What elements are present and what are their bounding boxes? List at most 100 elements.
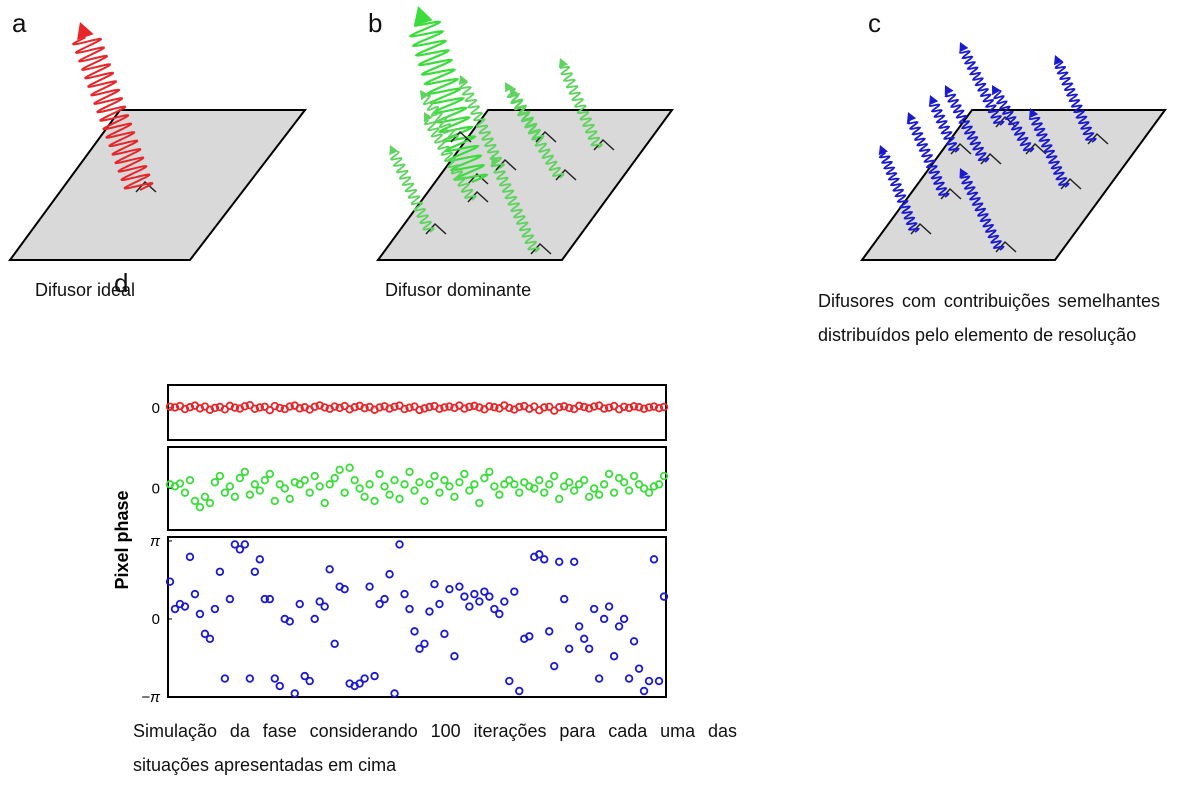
wave (1028, 116, 1070, 188)
arrow-head (389, 145, 399, 156)
point (295, 480, 304, 489)
point (370, 496, 379, 506)
point (480, 473, 489, 483)
point (230, 492, 240, 501)
point (375, 469, 384, 479)
point (415, 405, 424, 415)
surface (376, 109, 674, 261)
wave (510, 92, 545, 141)
point (210, 403, 220, 413)
point (629, 402, 639, 411)
y-tick-label: 0 (152, 400, 160, 417)
point (515, 402, 524, 412)
point (430, 579, 439, 589)
point (165, 577, 175, 586)
point (405, 604, 414, 614)
point (325, 480, 334, 489)
arrow-head (77, 22, 94, 41)
point (500, 480, 509, 489)
y-axis-label: Pixel phase (112, 490, 132, 589)
point (265, 406, 274, 415)
point (545, 402, 554, 411)
point (644, 488, 654, 497)
point (614, 622, 624, 631)
point (185, 552, 195, 562)
point (470, 401, 479, 411)
point (555, 557, 564, 567)
point (260, 594, 270, 604)
point (560, 594, 569, 604)
point (485, 402, 494, 411)
point (185, 403, 195, 412)
point (385, 404, 394, 413)
wave (993, 90, 1035, 153)
point (310, 402, 319, 411)
point (330, 473, 339, 483)
arrow-head (459, 75, 469, 86)
point (335, 465, 344, 475)
y-tick-label: −π (141, 689, 161, 706)
wave (928, 103, 960, 153)
arrow-head (1053, 55, 1064, 66)
point (230, 403, 240, 412)
point (235, 545, 245, 554)
point (380, 594, 389, 604)
point (410, 486, 419, 495)
point (180, 602, 190, 611)
point (654, 480, 664, 489)
point (634, 480, 644, 489)
point (639, 404, 649, 414)
wave (422, 94, 460, 141)
arrow-head (1029, 108, 1039, 119)
point (170, 403, 180, 412)
point (589, 484, 599, 493)
point (420, 496, 429, 506)
point (470, 480, 479, 489)
arrow-head (505, 82, 514, 93)
point (460, 404, 469, 413)
point (604, 602, 614, 611)
point (240, 540, 250, 549)
point (564, 478, 574, 487)
point (485, 467, 494, 477)
point (225, 594, 235, 604)
point (310, 471, 319, 481)
point (400, 480, 409, 489)
point (545, 627, 554, 636)
point (200, 492, 210, 501)
point (624, 403, 634, 413)
wave (958, 50, 1005, 126)
point (440, 629, 449, 639)
point (629, 637, 639, 646)
point (475, 403, 484, 412)
point (315, 597, 324, 606)
point (385, 490, 394, 499)
arrow-head (944, 85, 954, 96)
point (195, 404, 205, 413)
plot-frame (167, 384, 667, 441)
point (265, 469, 274, 479)
point (255, 486, 265, 495)
arrow-head (959, 42, 969, 53)
point (285, 402, 294, 411)
wave (490, 163, 540, 253)
point (220, 488, 230, 497)
point (255, 403, 265, 412)
corner-mark (467, 172, 489, 185)
point (295, 599, 304, 609)
point (495, 609, 504, 619)
point (624, 674, 634, 683)
point (599, 614, 609, 624)
point (365, 480, 374, 489)
point (659, 471, 669, 481)
point (285, 494, 294, 504)
corner-mark (535, 130, 557, 143)
point (500, 597, 509, 606)
point (390, 689, 399, 698)
point (584, 404, 594, 413)
point (470, 589, 479, 599)
point (629, 471, 639, 481)
point (579, 476, 589, 485)
point (310, 614, 319, 624)
point (445, 482, 454, 491)
